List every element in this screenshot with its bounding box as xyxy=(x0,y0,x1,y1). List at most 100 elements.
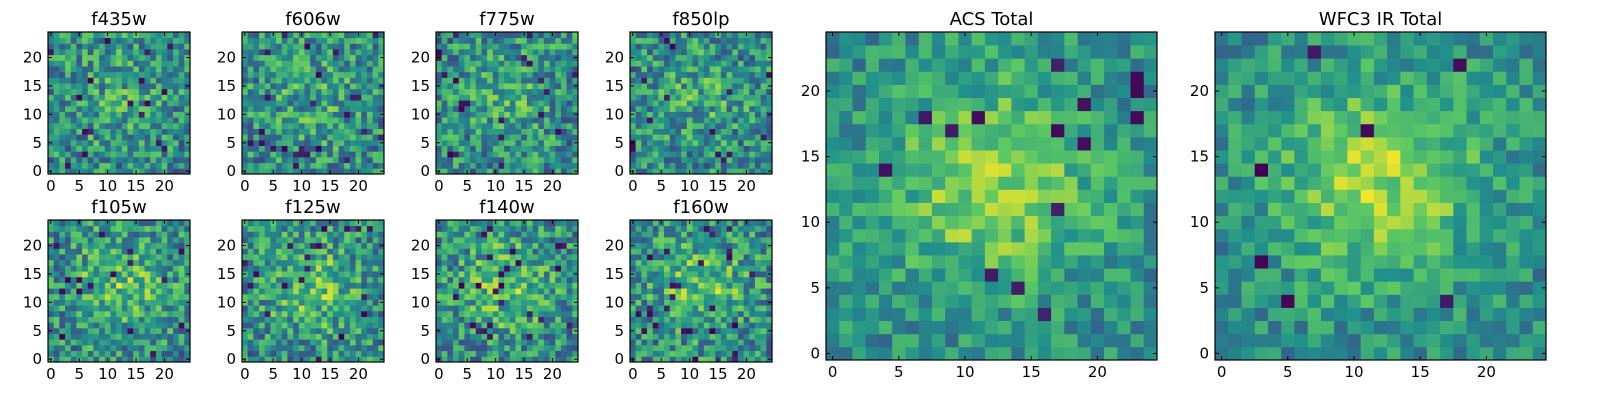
heatmap-cell xyxy=(441,156,448,164)
heatmap-cell xyxy=(470,356,477,363)
heatmap-cell xyxy=(242,254,249,261)
heatmap-cell xyxy=(104,145,111,152)
heatmap-cell xyxy=(104,316,111,323)
heatmap-cell xyxy=(327,288,334,295)
heatmap-cell xyxy=(82,333,89,340)
heatmap-cell xyxy=(281,254,288,261)
heatmap-cell xyxy=(264,156,271,164)
heatmap-cell xyxy=(681,139,688,146)
heatmap-cell xyxy=(110,139,117,146)
heatmap-cell xyxy=(487,333,494,340)
heatmap-cell xyxy=(726,276,733,283)
heatmap-cell xyxy=(167,259,174,266)
heatmap-cell xyxy=(560,271,568,278)
heatmap-cell xyxy=(543,276,550,283)
heatmap-cell xyxy=(555,83,562,90)
heatmap-cell xyxy=(481,162,488,169)
heatmap-cell xyxy=(178,151,185,158)
heatmap-cell xyxy=(572,322,579,329)
heatmap-cell xyxy=(150,117,157,124)
heatmap-cell xyxy=(48,265,55,272)
heatmap-cell xyxy=(766,60,773,67)
heatmap-cell xyxy=(366,299,374,306)
heatmap-cell xyxy=(304,333,311,340)
heatmap-cell xyxy=(310,139,317,146)
heatmap-cell xyxy=(549,282,556,289)
heatmap-cell xyxy=(253,299,260,306)
heatmap-cell xyxy=(270,145,277,152)
heatmap-cell xyxy=(344,111,351,118)
heatmap-cell xyxy=(59,265,66,272)
heatmap-cell xyxy=(321,117,328,124)
heatmap-cell xyxy=(470,225,477,232)
heatmap-cell xyxy=(121,71,128,78)
heatmap-cell xyxy=(635,356,642,363)
heatmap-cell xyxy=(133,111,140,118)
heatmap-cell xyxy=(492,350,499,357)
heatmap-cell xyxy=(76,100,83,107)
heatmap-cell xyxy=(361,299,368,306)
heatmap-cell xyxy=(572,225,579,232)
heatmap-cell xyxy=(732,94,739,101)
heatmap-cell xyxy=(99,237,106,244)
heatmap-cell xyxy=(453,134,460,141)
heatmap-cell xyxy=(754,327,762,334)
heatmap-cell xyxy=(70,305,77,312)
axes-frame xyxy=(47,219,191,363)
heatmap-cell xyxy=(161,350,168,357)
heatmap-cell xyxy=(532,327,539,334)
heatmap-cell xyxy=(481,333,488,340)
heatmap-cell xyxy=(458,316,465,323)
heatmap-cell xyxy=(344,254,351,261)
heatmap-cell xyxy=(464,88,471,95)
heatmap-cell xyxy=(65,83,72,90)
heatmap-cell xyxy=(692,139,699,146)
heatmap-cell xyxy=(93,265,100,272)
heatmap-cell xyxy=(366,231,374,238)
heatmap-cell xyxy=(664,356,671,363)
heatmap-cell xyxy=(110,265,117,272)
heatmap-cell xyxy=(332,316,339,323)
heatmap-cell xyxy=(293,259,300,266)
heatmap-cell xyxy=(709,310,716,317)
heatmap-cell xyxy=(127,168,134,175)
heatmap-cell xyxy=(675,339,682,346)
heatmap-cell xyxy=(743,60,750,67)
heatmap-cell xyxy=(116,248,123,255)
heatmap-cell xyxy=(281,271,288,278)
heatmap-cell xyxy=(321,43,328,50)
heatmap-cell xyxy=(515,293,522,300)
heatmap-cell xyxy=(366,117,374,124)
heatmap-cell xyxy=(327,271,334,278)
heatmap-cell xyxy=(509,77,516,84)
heatmap-cell xyxy=(464,248,471,255)
heatmap-cell xyxy=(298,254,305,261)
heatmap-cell xyxy=(150,32,157,39)
heatmap-cell xyxy=(138,111,145,118)
heatmap-cell xyxy=(492,344,499,352)
heatmap-cell xyxy=(110,220,117,227)
heatmap-cell xyxy=(259,293,266,300)
heatmap-cell xyxy=(692,310,699,317)
heatmap-cell xyxy=(441,299,448,306)
heatmap-cell xyxy=(492,305,499,312)
heatmap-cell xyxy=(658,344,665,352)
heatmap-cell xyxy=(70,134,77,141)
heatmap-cell xyxy=(127,49,134,56)
heatmap-cell xyxy=(504,128,511,135)
heatmap-cell xyxy=(184,248,191,255)
heatmap-cell xyxy=(53,231,60,238)
heatmap-cell xyxy=(492,145,499,152)
heatmap-cell xyxy=(270,151,277,158)
heatmap-cell xyxy=(555,316,562,323)
heatmap-cell xyxy=(349,310,356,317)
heatmap-cell xyxy=(664,327,671,334)
heatmap-cell xyxy=(487,271,494,278)
heatmap-cell xyxy=(538,168,545,175)
heatmap-cell xyxy=(127,66,134,73)
heatmap-cell xyxy=(686,156,693,164)
heatmap-cell xyxy=(59,305,66,312)
heatmap-cell xyxy=(253,225,260,232)
heatmap-cell xyxy=(48,77,55,84)
heatmap-cell xyxy=(498,105,505,112)
